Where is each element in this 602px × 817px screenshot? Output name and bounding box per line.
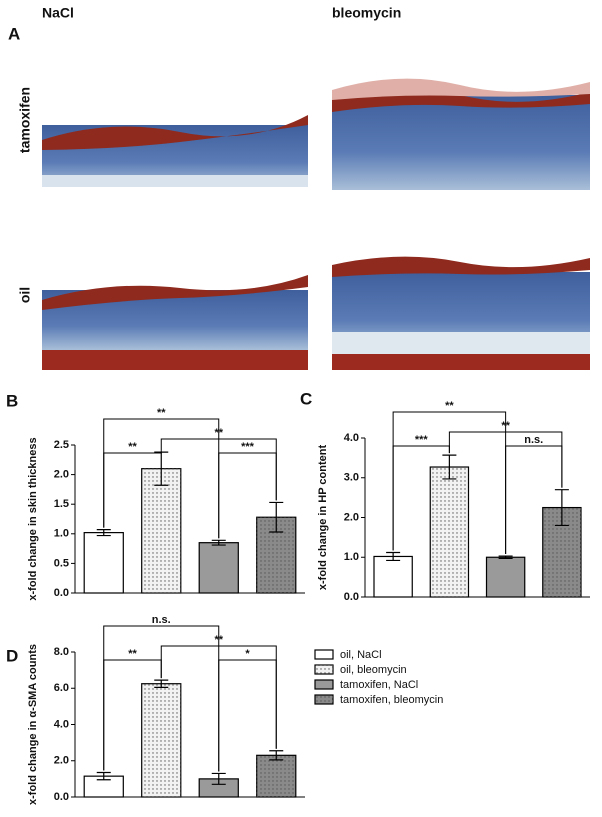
significance-label: **: [501, 420, 510, 432]
panel-label: C: [300, 389, 312, 408]
significance-label: **: [128, 648, 137, 660]
histology-images: [42, 78, 590, 370]
legend-label: oil, bleomycin: [340, 664, 407, 676]
column-label: NaCl: [42, 5, 74, 21]
significance-label: **: [128, 441, 137, 453]
bar: [83, 532, 124, 594]
error-bar: [211, 539, 226, 546]
significance-label: **: [214, 427, 223, 439]
significance-label: ***: [415, 434, 429, 446]
panel-label: B: [6, 391, 18, 410]
significance-label: *: [245, 648, 250, 660]
legend-label: tamoxifen, bleomycin: [340, 694, 443, 706]
y-tick-label: 3.0: [344, 472, 359, 484]
significance-label: **: [157, 407, 166, 419]
significance-label: n.s.: [152, 614, 171, 626]
y-tick-label: 4.0: [344, 432, 359, 444]
legend-swatch: [314, 694, 334, 705]
significance-bracket: [392, 445, 450, 551]
y-tick-label: 1.5: [54, 498, 69, 510]
panel-label: A: [8, 24, 20, 43]
y-axis-label: x-fold change in HP content: [317, 445, 329, 591]
y-tick-label: 4.0: [54, 718, 69, 730]
y-tick-label: 6.0: [54, 682, 69, 694]
significance-label: **: [214, 634, 223, 646]
significance-label: ***: [241, 441, 255, 453]
image-tamoxifen-nacl: [42, 115, 308, 187]
error-bar: [96, 771, 111, 781]
row-label: tamoxifen: [17, 87, 33, 153]
y-axis-label: x-fold change in α-SMA counts: [27, 644, 39, 805]
error-bar: [269, 750, 284, 761]
significance-bracket: [505, 445, 563, 555]
significance-bracket: [218, 452, 277, 539]
y-tick-label: 1.0: [344, 551, 359, 563]
y-tick-label: 2.0: [54, 755, 69, 767]
y-axis-label: x-fold change in skin thickness: [27, 437, 39, 600]
legend-swatch: [314, 679, 334, 690]
bar: [198, 542, 239, 594]
significance-label: n.s.: [524, 434, 543, 446]
y-tick-label: 0.0: [344, 591, 359, 603]
image-oil-nacl: [42, 275, 308, 370]
error-bar: [442, 454, 457, 480]
image-oil-bleomycin: [332, 256, 590, 370]
significance-bracket: [218, 659, 277, 772]
error-bar: [498, 555, 513, 560]
panel-label: D: [6, 646, 18, 665]
image-bleomycin-tamoxifen: [332, 78, 590, 190]
legend-swatch: [314, 649, 334, 660]
legend-label: oil, NaCl: [340, 649, 382, 661]
y-tick-label: 8.0: [54, 646, 69, 658]
error-bar: [211, 772, 226, 785]
y-tick-label: 0.5: [54, 557, 69, 569]
y-tick-label: 0.0: [54, 587, 69, 599]
legend-swatch: [314, 664, 334, 675]
y-tick-label: 2.5: [54, 439, 69, 451]
significance-label: **: [445, 400, 454, 412]
error-bar: [154, 679, 169, 688]
error-bar: [269, 501, 284, 533]
bar: [141, 683, 182, 798]
y-tick-label: 1.0: [54, 528, 69, 540]
error-bar: [96, 529, 111, 537]
significance-bracket: [103, 450, 162, 528]
bar: [256, 754, 297, 798]
bar: [141, 468, 182, 594]
bar: [429, 466, 470, 598]
row-label: oil: [17, 287, 33, 303]
legend-label: tamoxifen, NaCl: [340, 679, 418, 691]
y-tick-label: 2.0: [54, 469, 69, 481]
column-label: bleomycin: [332, 5, 401, 21]
bar: [485, 556, 526, 598]
significance-bracket: [103, 659, 162, 771]
error-bar: [386, 551, 401, 562]
y-tick-label: 2.0: [344, 511, 359, 523]
bar: [373, 555, 413, 598]
error-bar: [554, 489, 569, 527]
y-tick-label: 0.0: [54, 791, 69, 803]
